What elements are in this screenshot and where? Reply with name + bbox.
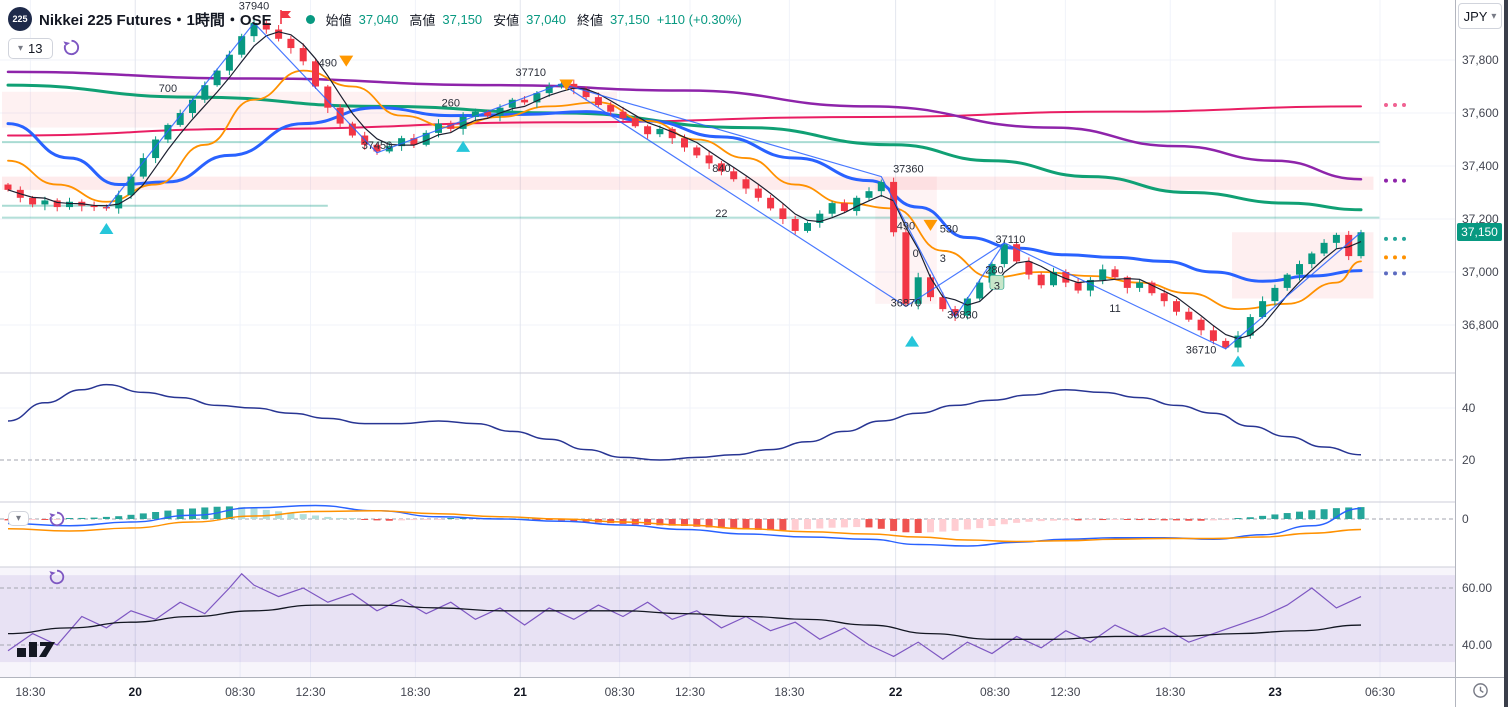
high-value: 37,150 [442,11,483,27]
svg-text:37360: 37360 [893,164,924,176]
time-axis-label: 21 [513,685,527,699]
svg-text:530: 530 [940,223,958,235]
close-label: 終値 [576,12,603,28]
price-axis-label: 20 [1462,453,1476,467]
price-axis-label: 37,200 [1462,212,1499,226]
svg-text:490: 490 [319,58,337,70]
stoch-pane [0,567,1455,677]
chevron-down-icon: ▾ [1491,10,1497,22]
price-chart[interactable]: 37940 700 490 37450 260 37710 840 22 37360 490 530… [0,0,1455,677]
low-label: 安値 [493,12,520,28]
time-axis-label: 06:30 [1364,685,1396,699]
time-axis-label: 20 [128,685,142,699]
chevron-down-icon: ▾ [18,43,24,54]
svg-text:700: 700 [159,83,177,95]
sync-drawing-icon[interactable] [48,568,68,588]
window-edge [1504,0,1508,707]
price-axis-label: 37,400 [1462,159,1499,173]
svg-text:37940: 37940 [239,1,270,13]
svg-text:22: 22 [715,208,727,220]
open-value: 37,040 [358,11,399,27]
object-count: 13 [28,41,43,56]
sync-drawing-icon[interactable] [48,510,68,530]
signal-markers [99,55,1245,367]
svg-text:840: 840 [712,163,730,175]
candles [4,18,1365,353]
currency-selector[interactable]: JPY ▾ [1458,3,1502,29]
object-tree-toggle[interactable]: ▾ 13 [8,38,53,59]
svg-text:36830: 36830 [947,309,978,321]
svg-text:36870: 36870 [891,297,922,309]
time-axis-label: 08:30 [604,685,635,699]
market-status-dot [305,14,315,24]
svg-text:37710: 37710 [515,67,546,79]
flag-icon[interactable] [279,9,293,30]
high-label: 高値 [409,12,436,28]
time-axis-label: 23 [1268,685,1282,699]
price-axis-label: 0 [1462,512,1469,526]
time-axis-label: 22 [888,685,903,699]
annotations: 37940 700 490 37450 260 37710 840 22 37360 490 530… [159,1,1217,357]
time-axis-label: 08:30 [225,685,256,699]
zigzag-lines [105,21,1362,350]
time-axis-label: 18:30 [400,685,431,699]
time-axis-label: 08:30 [979,685,1010,699]
open-label: 始値 [325,12,352,28]
chart-legend: 225 Nikkei 225 Futures・1時間・OSE 始値 37,040 … [8,7,742,31]
price-axis-label: 36,800 [1462,318,1499,332]
svg-text:37450: 37450 [362,140,393,152]
time-axis-label: 18:30 [1155,685,1186,699]
time-axis[interactable]: 18:30 20 08:30 12:30 18:30 21 08:30 12:30 18:30 2… [0,677,1455,707]
rsi-pane [0,383,1455,461]
ma-black [7,31,1362,340]
svg-text:3: 3 [994,280,1000,292]
price-axis-label: 37,000 [1462,265,1499,279]
svg-text:11: 11 [1109,303,1120,315]
price-axis-label: 37,600 [1462,106,1499,120]
axis-corner [1455,677,1505,707]
ma-projection-dots [1384,103,1406,276]
price-axis-label: 60.00 [1462,581,1493,595]
low-value: 37,040 [526,11,566,27]
svg-text:490: 490 [897,221,915,233]
time-axis-label: 12:30 [674,685,706,699]
price-axis-label: 40 [1462,401,1476,415]
price-axis-label: 40.00 [1462,638,1493,652]
symbol-title[interactable]: Nikkei 225 Futures・1時間・OSE [39,11,272,29]
svg-text:0: 0 [913,248,919,260]
svg-text:260: 260 [442,97,460,109]
change-value: +110 (+0.30%) [656,11,742,27]
macd-pane [0,504,1455,547]
clock-icon[interactable] [1472,682,1489,704]
chevron-down-icon: ▾ [16,513,22,524]
svg-text:3: 3 [940,253,946,265]
sync-drawing-icon[interactable] [62,38,82,58]
macd-pane-collapse[interactable]: ▾ [8,511,30,526]
time-axis-label: 18:30 [15,685,46,699]
svg-text:280: 280 [985,264,1003,276]
symbol-badge[interactable]: 225 [8,7,32,31]
time-axis-label: 18:30 [774,685,805,699]
time-axis-label: 12:30 [1050,685,1081,699]
pane-separators [0,372,1455,568]
svg-text:37110: 37110 [996,234,1026,246]
tradingview-logo[interactable] [16,638,60,662]
price-axis[interactable]: JPY ▾ 37,800 37,600 37,400 37,200 37,000 36,8… [1455,0,1505,677]
close-value: 37,150 [609,11,650,27]
svg-text:36710: 36710 [1186,344,1217,356]
price-axis-label: 37,800 [1462,53,1499,67]
currency-label: JPY [1463,8,1488,24]
last-price-badge: 37,150 [1457,223,1502,241]
time-axis-label: 12:30 [295,685,326,699]
